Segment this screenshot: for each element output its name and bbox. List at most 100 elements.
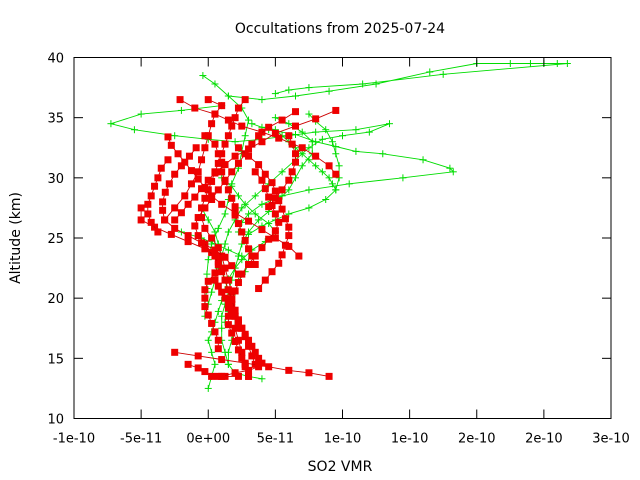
data-point bbox=[224, 116, 232, 124]
data-point bbox=[201, 224, 209, 232]
data-point bbox=[234, 372, 242, 380]
data-point bbox=[228, 329, 236, 337]
data-point bbox=[211, 80, 219, 88]
data-point bbox=[211, 269, 219, 277]
data-point bbox=[248, 140, 256, 148]
data-point bbox=[332, 170, 340, 178]
data-point bbox=[159, 198, 167, 206]
data-point bbox=[305, 84, 313, 92]
data-point bbox=[192, 144, 200, 152]
data-point bbox=[292, 108, 300, 116]
data-point bbox=[201, 204, 209, 212]
data-point bbox=[194, 214, 202, 222]
data-point bbox=[211, 360, 219, 368]
data-point bbox=[265, 203, 273, 211]
data-point bbox=[208, 195, 216, 203]
data-point bbox=[211, 110, 219, 118]
data-point bbox=[285, 120, 293, 128]
data-point bbox=[251, 192, 259, 200]
data-point bbox=[204, 384, 212, 392]
data-point bbox=[171, 348, 179, 356]
data-point bbox=[214, 282, 222, 290]
y-tick-label: 30 bbox=[47, 172, 64, 187]
data-point bbox=[251, 260, 259, 268]
data-point bbox=[234, 220, 242, 228]
data-point bbox=[426, 68, 434, 76]
data-point bbox=[224, 246, 232, 254]
data-point bbox=[271, 194, 279, 202]
data-point bbox=[221, 253, 229, 261]
data-point bbox=[194, 232, 202, 240]
data-point bbox=[194, 175, 202, 183]
data-point bbox=[228, 122, 236, 130]
data-point bbox=[218, 200, 226, 208]
y-tick-label: 15 bbox=[47, 352, 64, 367]
y-axis-label: Altitude (km) bbox=[8, 192, 24, 284]
data-point bbox=[265, 235, 273, 243]
data-point bbox=[208, 120, 216, 128]
data-point bbox=[399, 174, 407, 182]
data-point bbox=[285, 176, 293, 184]
data-point bbox=[526, 60, 534, 68]
data-point bbox=[154, 228, 162, 236]
data-point bbox=[278, 186, 286, 194]
data-point bbox=[241, 132, 249, 140]
data-point bbox=[265, 123, 273, 131]
data-point bbox=[275, 218, 283, 226]
data-point bbox=[201, 368, 209, 376]
data-point bbox=[107, 120, 115, 128]
data-point bbox=[208, 319, 216, 327]
data-point bbox=[258, 138, 266, 146]
series-line bbox=[228, 63, 568, 101]
plot-frame bbox=[73, 57, 612, 419]
data-point bbox=[298, 150, 306, 158]
data-point bbox=[218, 288, 226, 296]
data-point bbox=[164, 156, 172, 164]
data-point bbox=[214, 224, 222, 232]
data-point bbox=[224, 312, 232, 320]
data-point bbox=[194, 168, 202, 176]
data-point bbox=[332, 150, 340, 158]
x-tick-label: -5e-11 bbox=[120, 432, 162, 447]
data-point bbox=[228, 168, 236, 176]
data-point bbox=[553, 60, 561, 68]
data-point bbox=[208, 372, 216, 380]
data-point bbox=[218, 312, 226, 320]
x-tick-label: 3e-10 bbox=[592, 432, 630, 447]
data-point bbox=[281, 215, 289, 223]
y-tick-label: 40 bbox=[47, 52, 64, 67]
data-point bbox=[174, 150, 182, 158]
data-point bbox=[234, 346, 242, 354]
data-point bbox=[292, 174, 300, 182]
data-point bbox=[255, 216, 263, 224]
data-point bbox=[245, 372, 253, 380]
data-point bbox=[318, 135, 326, 143]
data-point bbox=[218, 168, 226, 176]
data-point bbox=[201, 245, 209, 253]
data-point bbox=[231, 337, 239, 345]
data-point bbox=[177, 209, 185, 217]
y-tick-label: 10 bbox=[47, 413, 64, 428]
data-point bbox=[312, 162, 320, 170]
series-10 bbox=[176, 96, 340, 178]
data-point bbox=[203, 270, 211, 278]
data-point bbox=[177, 106, 185, 114]
data-point bbox=[228, 295, 236, 303]
data-point bbox=[265, 363, 273, 371]
data-point bbox=[171, 216, 179, 224]
data-point bbox=[234, 279, 242, 287]
data-point bbox=[234, 159, 242, 167]
data-point bbox=[292, 131, 300, 139]
data-point bbox=[251, 348, 259, 356]
data-point bbox=[191, 104, 199, 112]
x-tick-label: 1e-10 bbox=[324, 432, 362, 447]
series-line bbox=[204, 135, 256, 265]
data-point bbox=[305, 156, 313, 164]
data-point bbox=[305, 186, 313, 194]
data-point bbox=[184, 232, 192, 240]
data-point bbox=[161, 188, 169, 196]
data-point bbox=[201, 294, 209, 302]
series-line bbox=[162, 147, 239, 275]
data-point bbox=[208, 348, 216, 356]
data-point bbox=[385, 120, 393, 128]
